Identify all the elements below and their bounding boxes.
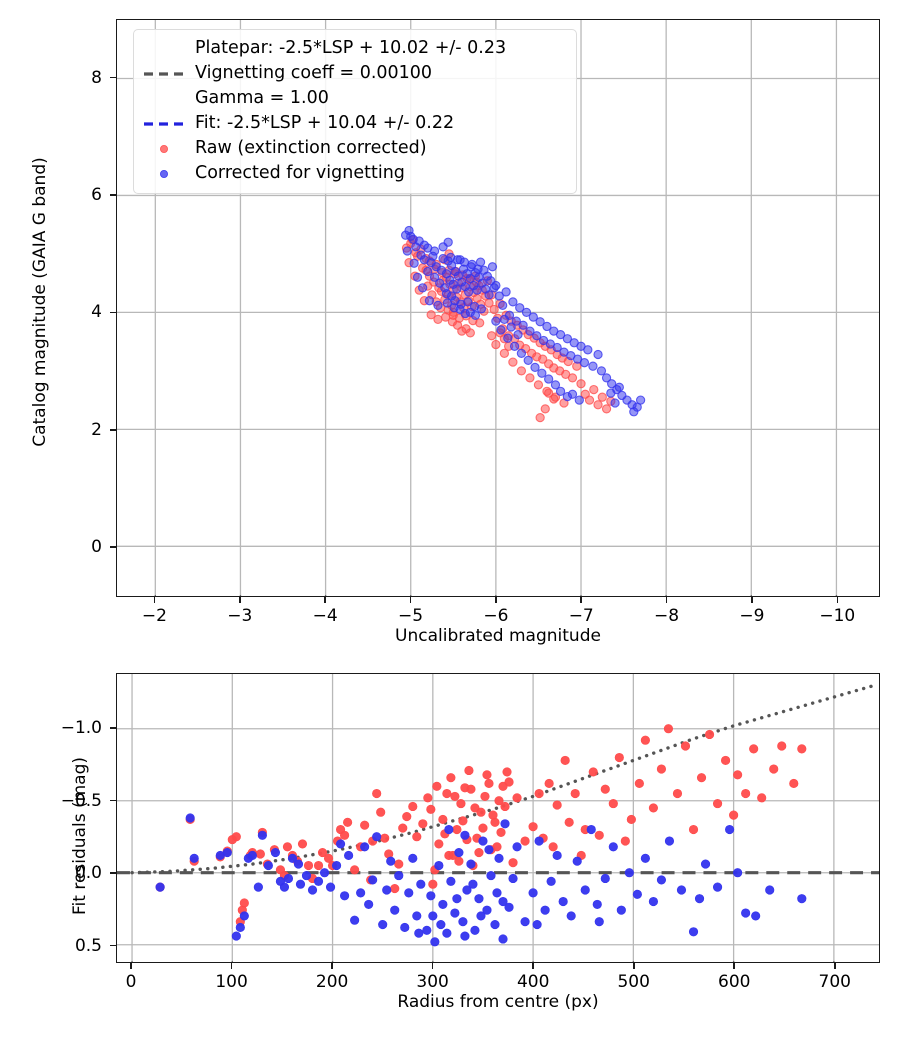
red-dot-marker-icon <box>142 138 186 160</box>
xtick-mark <box>665 597 668 603</box>
xtick-label: 700 <box>818 972 851 992</box>
xtick-mark <box>153 597 156 603</box>
residuals-plot-xlabel: Radius from centre (px) <box>397 992 599 1012</box>
xtick-label: −3 <box>227 606 253 626</box>
series-corrected-for-vignetting <box>155 813 807 947</box>
xtick-label: −8 <box>654 606 680 626</box>
ytick-label: 2 <box>91 419 102 440</box>
xtick-mark <box>495 597 497 603</box>
ytick-label: 6 <box>91 185 102 206</box>
xtick-label: −4 <box>312 606 338 626</box>
ytick-label: 4 <box>91 302 102 323</box>
legend-item-gamma: Gamma = 1.00 <box>195 88 329 108</box>
xtick-label: −2 <box>141 606 167 626</box>
legend-label-raw: Raw (extinction corrected) <box>195 137 427 158</box>
xtick-mark <box>230 963 233 969</box>
ytick-label: 0.0 <box>74 863 102 884</box>
xtick-label: 100 <box>215 972 248 992</box>
blue-dot-marker-icon <box>142 163 186 185</box>
legend-item-fit: Fit: -2.5*LSP + 10.04 +/- 0.22 <box>142 111 567 136</box>
legend-item-raw: Raw (extinction corrected) <box>142 136 567 161</box>
xtick-label: 500 <box>617 972 650 992</box>
legend-box: Platepar: -2.5*LSP + 10.02 +/- 0.23 Vign… <box>133 29 577 194</box>
xtick-mark <box>836 597 839 603</box>
xtick-mark <box>733 963 736 969</box>
xtick-mark <box>130 963 132 969</box>
xtick-label: 400 <box>516 972 550 992</box>
ytick-label: −1.0 <box>60 718 102 739</box>
xtick-label: −9 <box>739 606 765 626</box>
legend-label-fit: Fit: -2.5*LSP + 10.04 +/- 0.22 <box>195 112 455 133</box>
xtick-label: 200 <box>315 972 349 992</box>
xtick-label: −7 <box>568 606 594 626</box>
ytick-mark <box>110 546 116 548</box>
ytick-mark <box>110 799 116 802</box>
legend-item-corrected: Corrected for vignetting <box>142 161 567 186</box>
legend-label-corrected: Corrected for vignetting <box>195 162 405 183</box>
xtick-mark <box>409 597 412 603</box>
ytick-mark <box>110 944 116 947</box>
photometry-fit-canvas <box>117 20 879 596</box>
ytick-mark <box>110 428 116 431</box>
xtick-mark <box>331 963 333 969</box>
ytick-mark <box>110 311 116 314</box>
xtick-label: −5 <box>397 606 424 626</box>
xtick-mark <box>632 963 635 969</box>
ytick-label: −0.5 <box>60 790 102 811</box>
xtick-mark <box>532 963 534 969</box>
xtick-mark <box>238 597 241 603</box>
legend-label-vignetting: Vignetting coeff = 0.00100 <box>195 62 433 83</box>
ytick-label: 8 <box>91 67 102 88</box>
legend-item-vignetting: Vignetting coeff = 0.00100 <box>142 61 567 86</box>
xtick-label: −10 <box>819 606 856 626</box>
line-vignetting-curve <box>130 683 876 875</box>
ytick-mark <box>110 76 116 79</box>
ytick-label: 0.5 <box>74 935 102 956</box>
xtick-mark <box>833 963 836 969</box>
xtick-label: −6 <box>483 606 509 626</box>
ytick-label: 0 <box>91 537 102 558</box>
top-plot-xlabel: Uncalibrated magnitude <box>395 626 601 646</box>
xtick-label: 300 <box>416 972 449 992</box>
xtick-mark <box>580 597 583 603</box>
dashed-blue-line-icon <box>142 113 186 135</box>
series-raw-extinction-corrected- <box>155 724 807 927</box>
xtick-label: 0 <box>125 972 137 992</box>
xtick-mark <box>324 597 326 603</box>
xtick-mark <box>751 597 753 603</box>
ytick-mark <box>110 727 116 729</box>
xtick-label: 600 <box>718 972 751 992</box>
ytick-mark <box>110 872 116 874</box>
series-corrected-for-vignetting <box>400 225 646 417</box>
dashed-gray-line-icon <box>142 63 186 85</box>
xtick-mark <box>431 963 434 969</box>
legend-item-platepar: Platepar: -2.5*LSP + 10.02 +/- 0.23 <box>195 38 507 58</box>
gridlines <box>117 674 879 962</box>
ytick-mark <box>110 194 116 196</box>
fit-residuals-plot <box>116 673 880 963</box>
fit-residuals-canvas <box>117 674 879 962</box>
